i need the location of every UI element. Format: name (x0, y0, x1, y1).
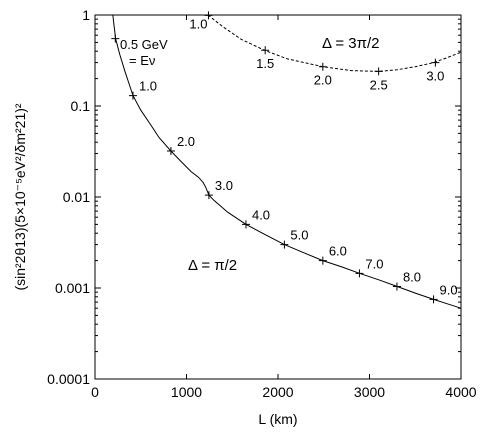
energy-point-mark (128, 91, 137, 100)
energy-point-label: 5.0 (290, 228, 308, 243)
x-tick-label: 2000 (262, 384, 293, 400)
x-tick-label: 3000 (354, 384, 385, 400)
energy-point-mark (374, 67, 383, 76)
energy-point-label: 7.0 (365, 256, 383, 271)
series-label-delta-3pi-over-2: Δ = 3π/2 (322, 35, 380, 52)
axis-ticks (94, 14, 462, 380)
energy-point-label: 2.0 (177, 134, 195, 149)
energy-point-label: 4.0 (252, 207, 270, 222)
energy-point-mark (429, 295, 438, 304)
energy-point-mark (392, 282, 401, 291)
energy-point-label: 1.0 (189, 16, 207, 31)
plot-frame (94, 14, 462, 380)
curve-delta-pi-over-2 (112, 14, 462, 309)
energy-point-label: 2.5 (370, 77, 388, 92)
energy-point-mark (318, 256, 327, 265)
energy-point-mark (204, 11, 213, 20)
plot-frame-group (94, 14, 462, 380)
energy-point-mark (318, 62, 327, 71)
energy-point-mark (355, 269, 364, 278)
energy-point-label: 1.0 (139, 79, 157, 94)
y-tick-label: 0.1 (71, 98, 91, 114)
energy-point-label: 1.5 (256, 56, 274, 71)
x-tick-label: 1000 (171, 384, 202, 400)
series-curves (112, 14, 462, 309)
energy-point-label: 3.0 (215, 178, 233, 193)
x-tick-label: 0 (91, 384, 99, 400)
y-tick-label: 1 (82, 7, 90, 23)
curve-delta-3pi-over-2 (207, 14, 462, 72)
energy-point-mark (280, 240, 289, 249)
series-label-delta-pi-over-2: Δ = π/2 (188, 257, 237, 274)
energy-point-mark (241, 220, 250, 229)
energy-point-label: 3.0 (426, 69, 444, 84)
y-tick-labels: 0.0001 0.001 0.01 0.1 1 (47, 7, 90, 387)
energy-point-mark (431, 58, 440, 67)
energy-point-mark (166, 147, 175, 156)
y-tick-label: 0.0001 (47, 371, 90, 387)
energy-point-mark (204, 191, 213, 200)
x-tick-labels: 0 1000 2000 3000 4000 (91, 384, 477, 400)
energy-annotation-line1: 0.5 GeV (120, 37, 168, 52)
energy-annotation-line2: = Eν (129, 53, 155, 68)
energy-point-mark (261, 46, 270, 55)
y-axis-title: (sin²2θ13)(5×10⁻⁵eV²/δm²21)² (12, 103, 28, 290)
x-tick-label: 4000 (445, 384, 476, 400)
y-tick-label: 0.001 (55, 280, 90, 296)
x-axis-title: L (km) (258, 411, 297, 427)
energy-point-label: 6.0 (329, 244, 347, 259)
energy-point-label: 9.0 (440, 282, 458, 297)
energy-point-label: 2.0 (314, 73, 332, 88)
y-tick-label: 0.01 (63, 189, 90, 205)
energy-point-mark (111, 34, 120, 43)
series-marks: 1.0 2.0 3.0 4.0 5.0 6.0 7.0 8.0 9.0 1.0 1.5 2.0 2.5 3… (111, 11, 458, 304)
energy-point-label: 8.0 (403, 269, 421, 284)
